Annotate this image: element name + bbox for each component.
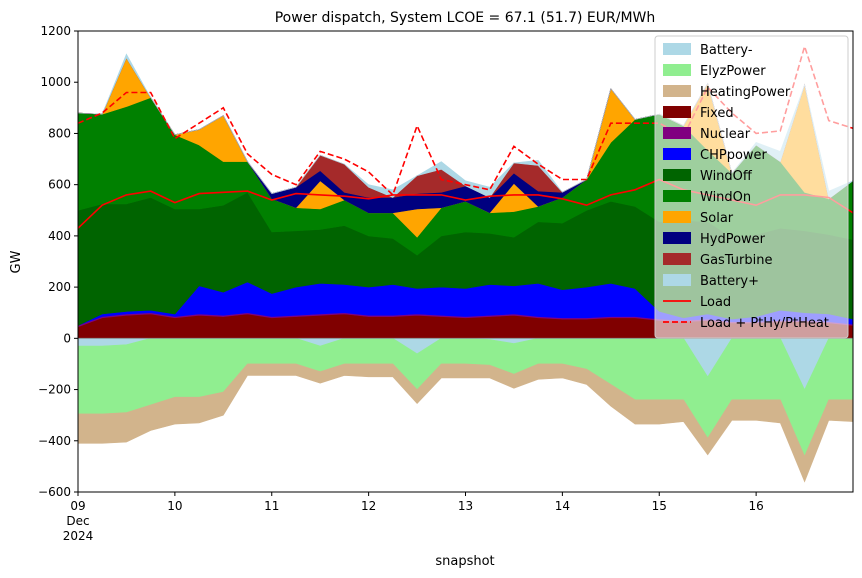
chart-title: Power dispatch, System LCOE = 67.1 (51.7… <box>275 10 656 26</box>
x-tick-label: 12 <box>361 499 376 513</box>
legend-item-nuclear: Nuclear <box>663 127 751 142</box>
legend-swatch <box>663 127 691 139</box>
legend-box <box>654 35 849 339</box>
x-tick-label: 16 <box>748 499 763 513</box>
y-tick-label: 800 <box>48 126 71 140</box>
legend-label: HydPower <box>700 232 766 247</box>
y-tick-label: 600 <box>48 178 71 192</box>
legend-label: GasTurbine <box>700 253 772 268</box>
legend-swatch <box>663 232 691 244</box>
x-tick-label: 15 <box>652 499 667 513</box>
x-tick-label: 09 <box>70 499 85 513</box>
legend-label: HeatingPower <box>700 85 791 100</box>
y-tick-label: 400 <box>48 229 71 243</box>
legend-label: WindOn <box>700 190 751 205</box>
y-tick-label: −400 <box>38 434 71 448</box>
axes: −600 −400 −200 0 200 400 600 800 1000 1200 09Dec20… <box>38 24 854 543</box>
y-tick-label: 1200 <box>40 24 71 38</box>
y-tick-label: 200 <box>48 280 71 294</box>
legend-label: Battery- <box>700 43 753 58</box>
legend-item-fixed: Fixed <box>663 106 734 121</box>
legend-item-heatingpower: HeatingPower <box>663 85 791 100</box>
legend-label: CHPpower <box>700 148 768 163</box>
x-tick-label: 10 <box>167 499 182 513</box>
x-tick-label: Dec <box>66 514 89 528</box>
legend-label: Load + PtHy/PtHeat <box>700 316 829 331</box>
legend-label: Nuclear <box>700 127 751 142</box>
y-tick-label: 0 <box>63 331 71 345</box>
legend-swatch <box>663 106 691 118</box>
x-tick-label: 14 <box>555 499 570 513</box>
legend-label: Battery+ <box>700 274 759 289</box>
y-tick-label: −600 <box>38 485 71 499</box>
legend-item-solar: Solar <box>663 211 734 226</box>
legend-swatch <box>663 169 691 181</box>
x-tick-label: 2024 <box>63 529 94 543</box>
legend-label: ElyzPower <box>700 64 766 79</box>
x-tick-label: 11 <box>264 499 279 513</box>
y-axis-label: GW <box>9 250 24 273</box>
legend-item-hydpower: HydPower <box>663 232 766 247</box>
x-axis-label: snapshot <box>435 554 494 569</box>
legend-swatch <box>663 85 691 97</box>
legend-item-load-pthy-ptheat: Load + PtHy/PtHeat <box>663 316 829 331</box>
legend-swatch <box>663 43 691 55</box>
legend-swatch <box>663 274 691 286</box>
legend-swatch <box>663 253 691 265</box>
legend-swatch <box>663 64 691 76</box>
legend-item-load: Load <box>663 295 731 310</box>
legend-item-gasturbine: GasTurbine <box>663 253 772 268</box>
legend-item-battery: Battery- <box>663 43 753 58</box>
legend-label: WindOff <box>700 169 753 184</box>
legend-label: Load <box>700 295 731 310</box>
legend-item-elyzpower: ElyzPower <box>663 64 766 79</box>
legend-item-windoff: WindOff <box>663 169 753 184</box>
legend-item-windon: WindOn <box>663 190 751 205</box>
x-tick-label: 13 <box>458 499 473 513</box>
legend-swatch <box>663 148 691 160</box>
legend-label: Solar <box>700 211 734 226</box>
legend-item-chppower: CHPpower <box>663 148 768 163</box>
legend-swatch <box>663 211 691 223</box>
legend-item-battery: Battery+ <box>663 274 759 289</box>
y-tick-label: 1000 <box>40 75 71 89</box>
legend: Battery- ElyzPower HeatingPower Fixed Nuclea… <box>654 35 849 339</box>
legend-label: Fixed <box>700 106 734 121</box>
negative-area-heatingpower <box>78 363 853 483</box>
y-tick-label: −200 <box>38 383 71 397</box>
positive-area-battery <box>78 53 853 200</box>
legend-swatch <box>663 190 691 202</box>
